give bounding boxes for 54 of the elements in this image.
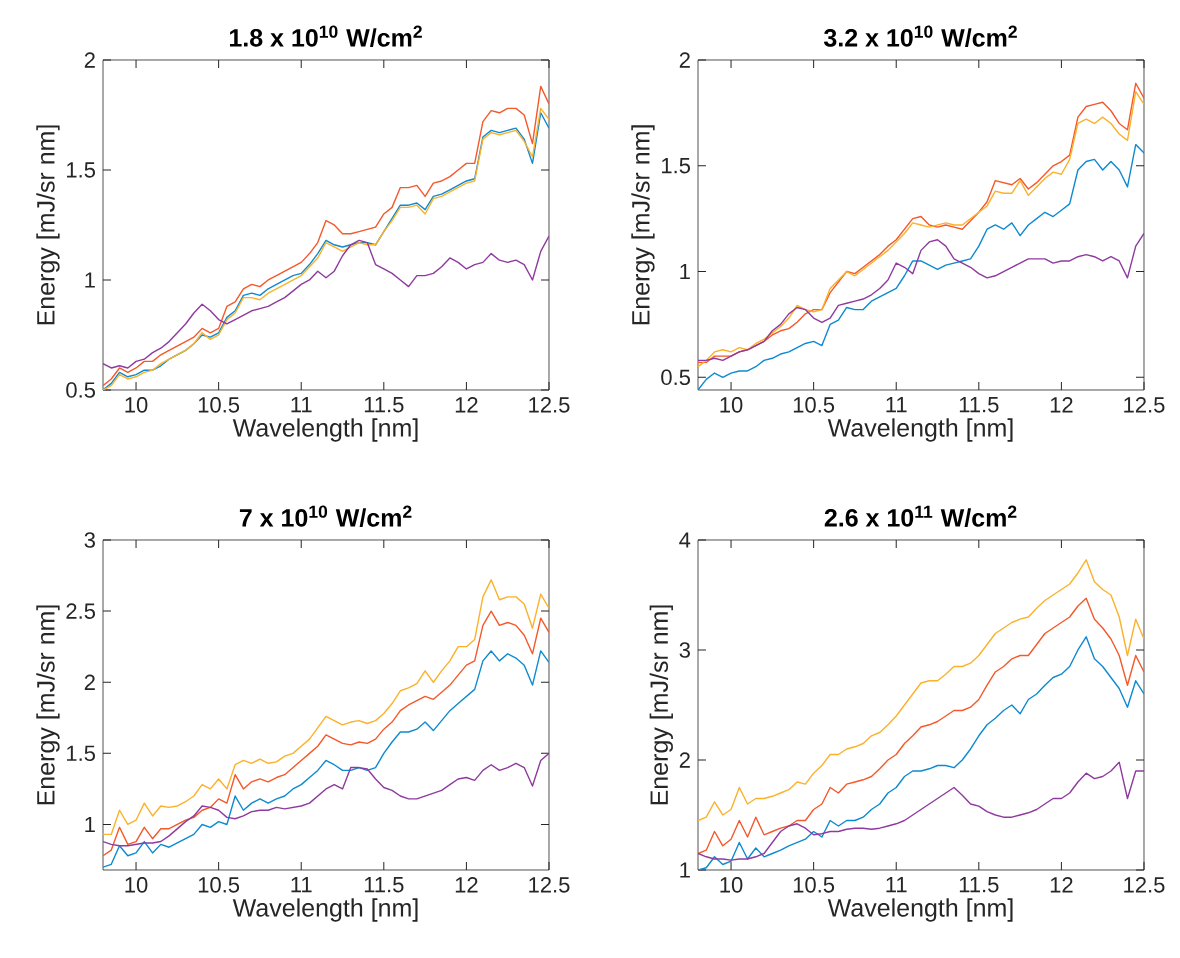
y-tick-label: 1.5	[662, 158, 690, 174]
x-tick-label: 11.5	[364, 397, 404, 413]
y-tick-label: 1	[680, 263, 690, 280]
x-tick-label: 12	[1050, 877, 1073, 893]
y-tick-label: 1.5	[67, 162, 95, 178]
x-tick-label: 11	[886, 397, 907, 413]
y-tick-label: 0.5	[66, 382, 95, 398]
y-axis-title: Energy [mJ/sr nm]	[36, 125, 60, 325]
chart-title: 7 x 10$^{10}$ W/cm$^{2}$	[239, 505, 412, 527]
x-tick-label: 12.5	[1124, 397, 1165, 413]
y-axis-title: Energy [mJ/sr nm]	[36, 605, 60, 805]
y-axis-title: Energy [mJ/sr nm]	[649, 605, 673, 805]
x-tick-label: 12	[455, 397, 478, 413]
y-tick-label: 2.5	[66, 603, 95, 619]
x-axis-title: Wavelength [nm]	[232, 898, 418, 922]
y-tick-label: 1.5	[67, 745, 95, 762]
line-series	[698, 143, 1144, 390]
y-tick-label: 0.5	[661, 369, 690, 386]
x-tick-label: 12	[455, 877, 478, 893]
x-axis-title: Wavelength [nm]	[827, 898, 1013, 922]
x-tick-label: 10.5	[793, 877, 835, 893]
chart-title: 1.8 x 10$^{10}$ W/cm$^{2}$	[229, 25, 422, 47]
chart-title: 2.6 x 10$^{11}$ W/cm$^{2}$	[824, 505, 1017, 527]
x-tick-label: 10.5	[198, 877, 240, 893]
y-tick-label: 2	[679, 52, 690, 68]
x-tick-label: 12.5	[529, 877, 570, 893]
y-tick-label: 3	[679, 642, 690, 658]
x-tick-label: 10.5	[793, 397, 835, 413]
x-tick-label: 11.5	[959, 877, 999, 893]
y-tick-label: 2	[84, 674, 95, 690]
chart-title: 3.2 x 10$^{10}$ W/cm$^{2}$	[823, 25, 1017, 47]
x-axis-title: Wavelength [nm]	[232, 418, 418, 442]
x-tick-label: 11	[291, 877, 312, 893]
x-tick-label: 11	[886, 877, 907, 893]
x-tick-label: 10	[125, 877, 148, 893]
x-tick-label: 10	[720, 877, 743, 893]
y-tick-label: 4	[679, 532, 691, 548]
y-tick-label: 2	[84, 52, 95, 68]
x-tick-label: 12.5	[529, 397, 570, 413]
x-tick-label: 10	[125, 397, 148, 413]
y-tick-label: 1	[680, 862, 690, 878]
y-tick-label: 3	[84, 532, 95, 548]
y-axis-title: Energy [mJ/sr nm]	[631, 125, 655, 325]
x-tick-label: 11.5	[959, 397, 999, 413]
x-axis-title: Wavelength [nm]	[827, 418, 1013, 442]
x-tick-label: 11.5	[364, 877, 404, 893]
x-tick-label: 11	[291, 397, 312, 413]
y-tick-label: 1	[85, 272, 95, 288]
x-tick-label: 10.5	[198, 397, 240, 413]
x-tick-label: 10	[720, 397, 743, 413]
x-tick-label: 12	[1050, 397, 1073, 413]
y-tick-label: 2	[679, 752, 690, 768]
x-tick-label: 12.5	[1124, 877, 1165, 893]
y-tick-label: 1	[85, 816, 95, 833]
